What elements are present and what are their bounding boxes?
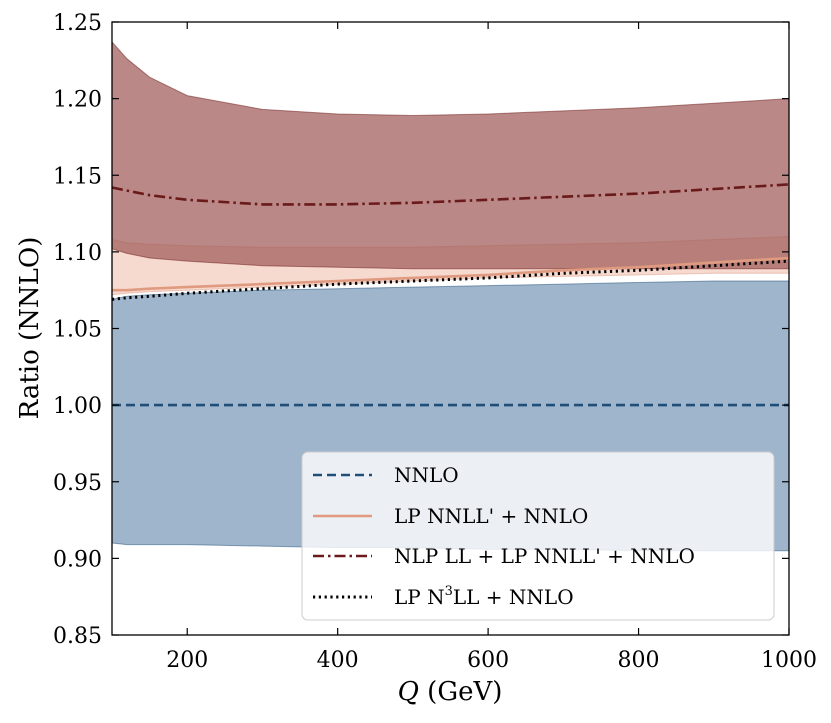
line-2 [111, 183, 790, 206]
y-tick-label: 0.95 [53, 471, 102, 496]
legend-label-3: LP N3LL + NNLO [394, 584, 574, 609]
y-tick-label: 1.20 [53, 88, 102, 113]
y-tick-label: 1.00 [53, 394, 102, 419]
band-edge-upper-0 [111, 280, 789, 300]
band-edge-upper-2 [111, 41, 790, 117]
y-tick-label: 1.10 [53, 241, 102, 266]
legend-label-1: LP NNLL' + NNLO [394, 504, 588, 528]
legend: NNLO LP NNLL' + NNLO NLP LL + LP NNLL' + N… [301, 451, 775, 621]
x-tick-label: 800 [618, 648, 660, 673]
legend-label-2: NLP LL + LP NNLL' + NNLO [394, 544, 695, 568]
y-tick-label: 0.85 [53, 624, 102, 649]
legend-box [301, 451, 775, 621]
series-lines [111, 183, 790, 407]
line-3 [111, 259, 790, 301]
legend-label-0: NNLO [394, 463, 459, 487]
y-axis-title: Ratio (NNLO) [15, 237, 45, 420]
x-tick-label: 400 [317, 648, 359, 673]
band-2 [112, 41, 789, 269]
x-tick-label: 600 [467, 648, 509, 673]
x-tick-label: 1000 [761, 648, 817, 673]
y-tick-label: 0.90 [53, 547, 102, 572]
y-tick-label: 1.25 [53, 11, 102, 36]
y-tick-label: 1.15 [53, 164, 102, 189]
y-tick-label: 1.05 [53, 318, 102, 343]
band-edge-lower-1 [111, 272, 789, 296]
axis-ticks: 200 400 600 800 1000 0.85 0.90 0.95 1.00 1.05 1.10… [53, 11, 817, 673]
x-tick-label: 200 [166, 648, 208, 673]
line-1 [112, 256, 790, 292]
x-axis-title: Q (GeV) [398, 677, 503, 707]
